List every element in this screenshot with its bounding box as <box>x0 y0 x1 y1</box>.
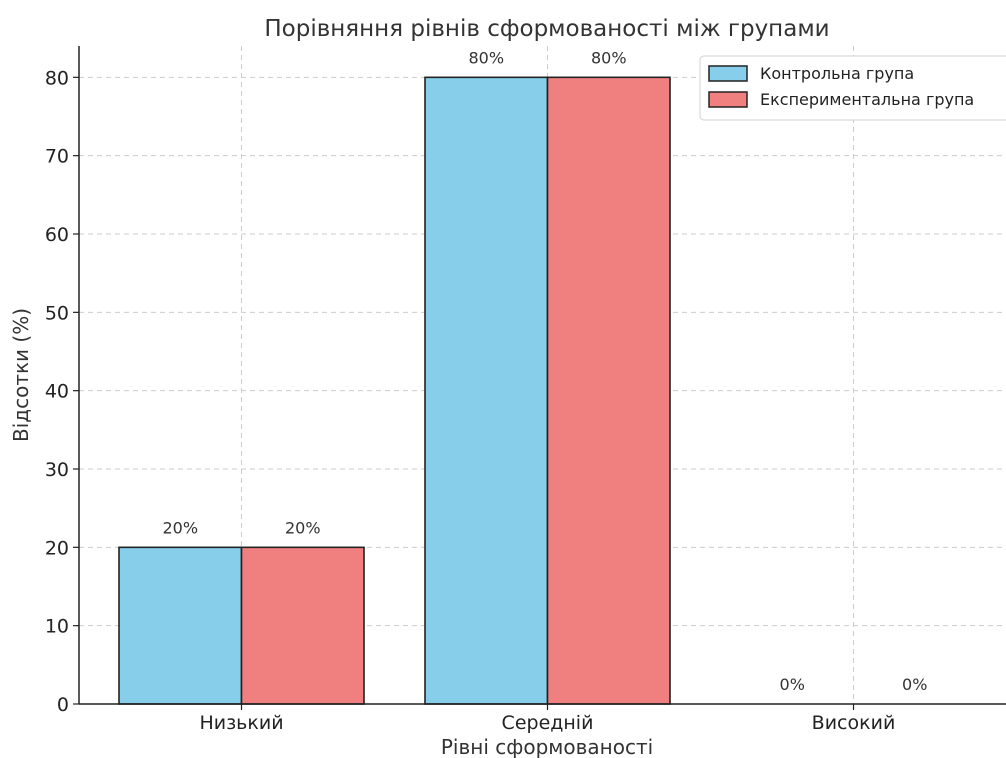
legend-label-control: Контрольна група <box>760 64 914 83</box>
y-tick-label: 10 <box>45 616 69 638</box>
data-label-control-2: 0% <box>780 675 805 694</box>
legend-label-experimental: Експериментальна група <box>760 90 974 109</box>
axes: 0 10 20 30 40 50 60 70 80 Низький Середній Високий <box>45 46 1006 734</box>
data-label-control-0: 20% <box>162 518 198 537</box>
y-tick-label: 20 <box>45 537 69 559</box>
bar-experimental-0 <box>240 546 365 705</box>
data-label-experimental-2: 0% <box>902 675 927 694</box>
data-label-experimental-0: 20% <box>285 518 321 537</box>
x-tick-label: Середній <box>502 712 594 734</box>
bar-experimental-1 <box>546 76 671 705</box>
y-axis-label: Відсотки (%) <box>9 308 33 442</box>
bar-control-1 <box>424 76 549 705</box>
x-axis-label: Рівні сформованості <box>441 735 653 758</box>
y-tick-label: 80 <box>45 67 69 89</box>
legend: Контрольна група Експериментальна група <box>699 55 1006 121</box>
y-tick-label: 70 <box>45 146 69 168</box>
x-tick-label: Високий <box>812 712 896 734</box>
y-tick-label: 50 <box>45 302 69 324</box>
y-tick-label: 40 <box>45 381 69 403</box>
y-tick-label: 30 <box>45 459 69 481</box>
data-label-experimental-1: 80% <box>591 48 627 67</box>
bar-control-0 <box>118 546 243 705</box>
chart-title: Порівняння рівнів сформованості між груп… <box>264 16 829 42</box>
y-tick-label: 60 <box>45 224 69 246</box>
x-tick-label: Низький <box>199 712 283 734</box>
data-labels: 20% 80% 0% 20% 80% 0% <box>162 48 927 694</box>
y-tick-label: 0 <box>57 694 69 716</box>
legend-swatch-control <box>708 65 748 82</box>
bars <box>118 76 671 705</box>
legend-swatch-experimental <box>708 91 748 108</box>
data-label-control-1: 80% <box>468 48 504 67</box>
legend-box <box>699 55 1006 121</box>
